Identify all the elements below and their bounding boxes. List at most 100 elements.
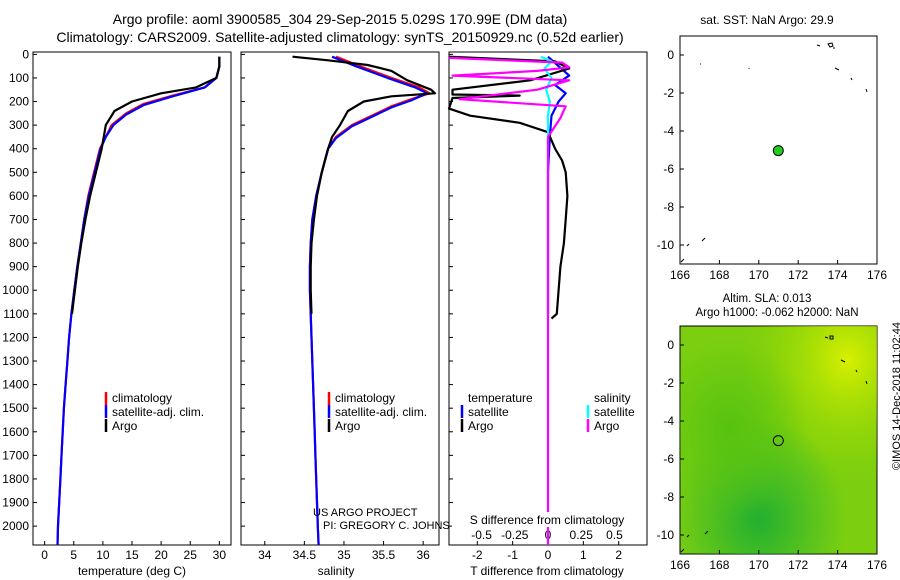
lon-tick-label: 176	[867, 268, 887, 282]
legend-title-salinity: salinity	[594, 391, 631, 405]
depth-tick-label: 500	[9, 165, 29, 179]
series-line-t-argo	[447, 55, 571, 320]
legend-label-argo: Argo	[335, 419, 361, 433]
s-tick-label: 0.5	[606, 528, 623, 542]
sst-map-panel: sat. SST: NaN Argo: 29.9 0 -2 -4 -6 -8 -10 16…	[657, 13, 888, 282]
x-tick-label: 5	[70, 548, 77, 562]
x-tick-label: 1	[580, 548, 587, 562]
depth-tick-label: 800	[9, 236, 29, 250]
depth-tick-label: 2000	[2, 519, 29, 533]
depth-tick-label: 1300	[2, 354, 29, 368]
lon-tick-label: 176	[867, 558, 887, 572]
x-tick-label: 25	[184, 548, 198, 562]
lon-tick-label: 166	[670, 558, 690, 572]
depth-tick-label: 1900	[2, 496, 29, 510]
project-annotation: US ARGO PROJECT	[313, 507, 418, 519]
depth-tick-label: 1700	[2, 448, 29, 462]
sla-map-y-axis: 0 -2 -4 -6 -8 -10	[657, 338, 684, 542]
temperature-x-axis: 0 5 10 15 20 25 30	[41, 541, 226, 562]
s-tick-label: -0.5	[471, 528, 492, 542]
lat-tick-label: 0	[667, 338, 674, 352]
series-line-s-argo	[448, 56, 571, 545]
x-tick-label: 35	[337, 548, 351, 562]
lat-tick-label: -6	[663, 452, 674, 466]
legend-label-s-argo: Argo	[594, 419, 620, 433]
sst-map-y-axis: 0 -2 -4 -6 -8 -10	[657, 48, 684, 252]
lat-tick-label: -2	[663, 86, 674, 100]
difference-legend: temperature satellite Argo salinity sate…	[460, 391, 635, 433]
s-tick-label: -0.25	[501, 528, 529, 542]
x-tick-label: 34	[258, 548, 272, 562]
sla-coastlines	[680, 335, 868, 553]
temperature-plot-frame	[32, 51, 232, 546]
depth-tick-label: 1000	[2, 283, 29, 297]
temperature-y-axis: 0 100 200 300 400 500 600 700 800 900 1000 1100 1200…	[2, 47, 37, 533]
depth-tick-label: 200	[9, 95, 29, 109]
x-tick-label: 10	[96, 548, 110, 562]
series-line-argo	[70, 56, 221, 314]
depth-tick-label: 1100	[3, 307, 29, 321]
figure-title-line2: Climatology: CARS2009. Satellite-adjuste…	[56, 29, 624, 45]
x-tick-label: 20	[154, 548, 168, 562]
lat-tick-label: -4	[663, 414, 674, 428]
sla-map-x-axis: 166 168 170 172 174 176	[670, 550, 887, 572]
depth-tick-label: 400	[9, 142, 29, 156]
sst-map-title: sat. SST: NaN Argo: 29.9	[700, 13, 834, 27]
lon-tick-label: 168	[709, 558, 729, 572]
sla-field-mid	[680, 326, 877, 554]
lon-tick-label: 166	[670, 268, 690, 282]
depth-tick-label: 1200	[2, 330, 29, 344]
lon-tick-label: 172	[788, 558, 808, 572]
legend-label-climatology: climatology	[112, 391, 172, 405]
sst-map-x-axis: 166 168 170 172 174 176	[670, 260, 887, 282]
difference-y-axis	[449, 53, 453, 527]
lon-tick-label: 174	[828, 558, 848, 572]
depth-tick-label: 1400	[2, 378, 29, 392]
legend-title-temperature: temperature	[468, 391, 533, 405]
s-tick-label: 0.25	[570, 528, 594, 542]
x-tick-label: 36	[416, 548, 430, 562]
s-axis-label-bg	[452, 512, 642, 527]
depth-tick-label: 600	[9, 189, 29, 203]
float-position-marker	[772, 435, 784, 447]
lat-tick-label: -4	[663, 124, 674, 138]
temperature-xlabel: temperature (deg C)	[78, 564, 186, 578]
series-line-argo	[292, 55, 437, 314]
lon-tick-label: 170	[749, 268, 769, 282]
float-position-marker	[772, 145, 784, 157]
legend-label-satellite: satellite-adj. clim.	[335, 405, 427, 419]
x-tick-label: 34.5	[293, 548, 317, 562]
x-tick-label: -2	[472, 548, 483, 562]
imos-timestamp: ©IMOS 14-Dec-2018 11:02:44	[891, 322, 900, 470]
lat-tick-label: -10	[657, 528, 675, 542]
sla-map-title-line2: Argo h1000: -0.062 h2000: NaN	[695, 307, 858, 319]
temperature-lines	[56, 56, 221, 546]
depth-tick-label: 1500	[2, 401, 29, 415]
salinity-legend: climatology satellite-adj. clim. Argo	[327, 391, 427, 433]
lat-tick-label: -8	[663, 200, 674, 214]
x-tick-label: 35.5	[372, 548, 396, 562]
legend-label-t-argo: Argo	[468, 419, 494, 433]
x-tick-label: 15	[125, 548, 139, 562]
lat-tick-label: -6	[663, 162, 674, 176]
t-difference-xlabel: T difference from climatology	[470, 564, 624, 578]
x-tick-label: -1	[507, 548, 518, 562]
lat-tick-label: 0	[667, 48, 674, 62]
sla-map-panel: Altim. SLA: 0.013 Argo h1000: -0.062 h20…	[657, 293, 888, 572]
legend-label-t-satellite: satellite	[468, 405, 509, 419]
depth-tick-label: 1600	[2, 425, 29, 439]
legend-label-climatology: climatology	[335, 391, 395, 405]
x-tick-label: 0	[545, 548, 552, 562]
depth-tick-label: 100	[9, 71, 29, 85]
x-tick-label: 2	[615, 548, 622, 562]
legend-label-satellite: satellite-adj. clim.	[112, 405, 204, 419]
lon-tick-label: 170	[749, 558, 769, 572]
depth-tick-label: 0	[22, 47, 29, 61]
depth-tick-label: 700	[9, 212, 29, 226]
legend-label-s-satellite: satellite	[594, 405, 635, 419]
depth-tick-label: 900	[9, 260, 29, 274]
lon-tick-label: 172	[788, 268, 808, 282]
lat-tick-label: -10	[657, 238, 675, 252]
s-difference-xlabel: S difference from climatology	[470, 513, 625, 527]
